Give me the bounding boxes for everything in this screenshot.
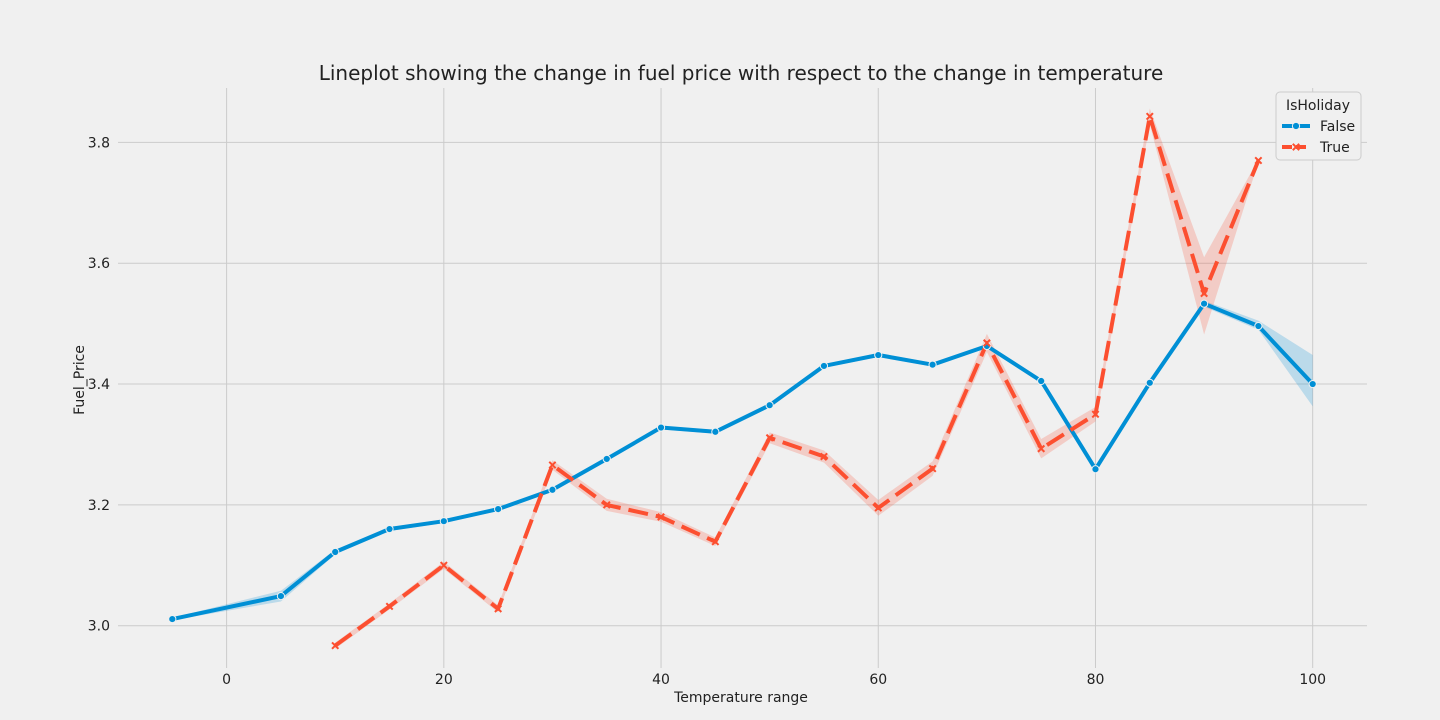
series-true-point <box>1091 410 1100 419</box>
series-true-point <box>657 513 665 521</box>
legend-entry-true-label: True <box>1319 140 1350 156</box>
legend-entry-false-label: False <box>1320 119 1355 135</box>
legend-entry-false: False <box>1282 119 1355 135</box>
series-true-point <box>548 461 557 469</box>
y-axis-label: Fuel_Price <box>72 345 88 415</box>
series-false-confidence-band <box>172 300 1313 621</box>
y-tick-label: 3.8 <box>88 135 110 151</box>
series-false-line <box>171 301 1315 622</box>
series-true-point <box>439 561 448 570</box>
series-false-point <box>711 427 720 436</box>
confidence-bands <box>172 108 1313 649</box>
x-tick-label: 100 <box>1299 672 1326 688</box>
series-false-point <box>765 401 774 410</box>
series-true-point <box>494 604 503 613</box>
series-false-point <box>874 350 883 360</box>
series-false-point <box>602 454 611 464</box>
series-false-point <box>1199 299 1209 308</box>
x-tick-label: 20 <box>435 672 453 688</box>
legend-entry-true-marker <box>1292 143 1300 151</box>
series-true-point <box>1254 156 1263 165</box>
series-true-point <box>1037 444 1046 453</box>
series-true-point <box>820 452 828 461</box>
series-true-line <box>334 114 1261 648</box>
series-true-point <box>765 433 774 442</box>
series-false-point <box>1145 378 1154 387</box>
chart-title: Lineplot showing the change in fuel pric… <box>319 61 1164 85</box>
series-false-point <box>494 505 503 514</box>
series-false-point <box>385 524 394 534</box>
series-true-point <box>711 537 720 546</box>
series-true-point <box>385 602 394 611</box>
y-tick-label: 3.0 <box>88 619 110 635</box>
legend: IsHoliday False True <box>1275 91 1362 161</box>
series-false-point <box>168 614 177 624</box>
series-true-point <box>1145 112 1154 121</box>
series-false-point <box>331 547 340 557</box>
series-false-point <box>1308 379 1317 389</box>
grid <box>118 88 1367 668</box>
tick-labels: 0 20 40 60 80 100 3.0 3.2 3.4 3.6 3.8 <box>88 135 1326 688</box>
series-false-point <box>276 592 286 601</box>
series-lines <box>171 114 1315 648</box>
x-axis-label: Temperature range <box>673 690 808 706</box>
x-tick-label: 60 <box>869 672 887 688</box>
series-false-point <box>1254 321 1263 331</box>
series-true-point <box>928 464 937 473</box>
y-tick-label: 3.6 <box>88 256 110 272</box>
series-true-point <box>331 641 340 650</box>
y-tick-label: 3.4 <box>88 377 110 393</box>
series-false-point <box>548 485 557 494</box>
legend-title: IsHoliday <box>1286 98 1350 114</box>
series-false-point <box>439 517 448 526</box>
series-true-point <box>1200 289 1208 298</box>
x-tick-label: 80 <box>1087 672 1105 688</box>
series-false-point <box>1091 465 1100 474</box>
series-true-point <box>982 339 991 347</box>
series-true-point <box>602 500 611 509</box>
series-false-point <box>1037 376 1046 386</box>
series-markers <box>168 112 1317 650</box>
legend-entry-false-marker <box>1291 121 1301 131</box>
legend-entry-true: True <box>1282 140 1350 156</box>
x-tick-label: 40 <box>652 672 670 688</box>
x-tick-label: 0 <box>222 672 231 688</box>
series-false-point <box>819 361 829 371</box>
y-tick-label: 3.2 <box>88 498 110 514</box>
series-false-point <box>928 360 937 369</box>
series-false-point <box>656 423 666 432</box>
series-true-point <box>874 503 883 512</box>
legend-box <box>1275 91 1362 161</box>
series-true-confidence-band <box>335 108 1259 649</box>
